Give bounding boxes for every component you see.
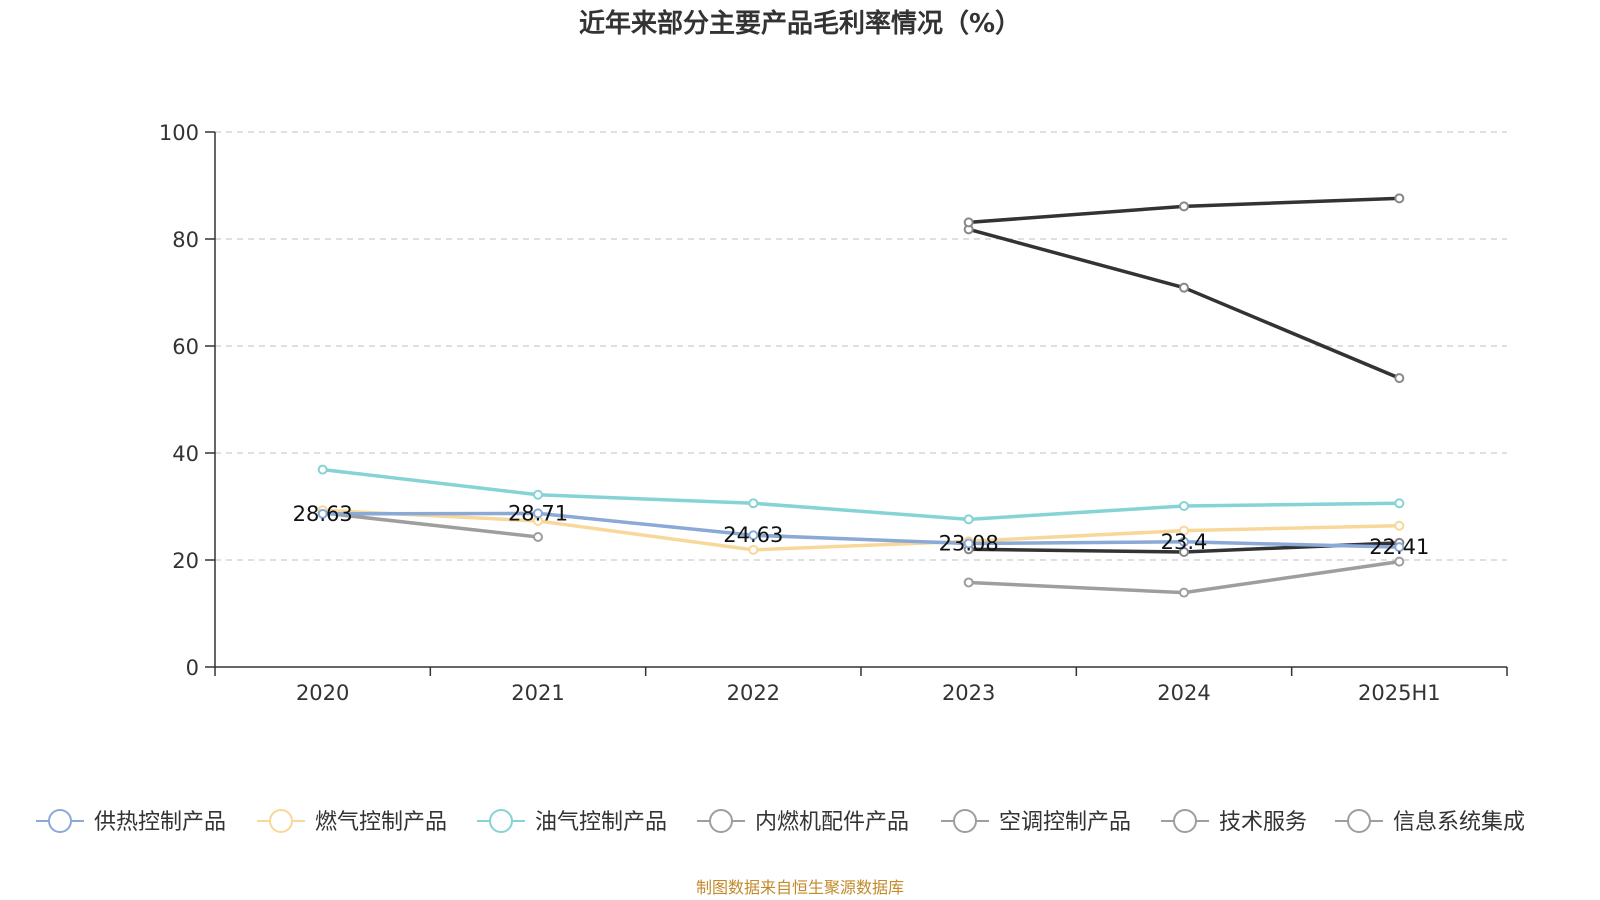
legend-label: 供热控制产品 — [94, 810, 226, 835]
chart-title: 近年来部分主要产品毛利率情况（%） — [579, 8, 1021, 39]
data-point — [1179, 546, 1189, 557]
axes: 0 20 40 60 80 100 2020 2021 2022 2023 2024 2025H1 — [159, 121, 1508, 705]
data-point — [1179, 587, 1189, 598]
series-line — [320, 467, 1402, 522]
data-label: 24.63 — [723, 523, 783, 547]
series-7 — [317, 507, 1405, 598]
data-label: 23.4 — [1161, 530, 1208, 554]
data-label: 28.71 — [508, 501, 568, 525]
x-tick-label: 2022 — [727, 681, 780, 705]
data-point — [317, 464, 328, 475]
legend-item[interactable]: 油气控制产品 — [477, 809, 667, 835]
y-tick-label: 60 — [172, 335, 199, 359]
data-point — [1394, 193, 1405, 204]
legend-marker — [1173, 809, 1197, 833]
data-point — [1394, 498, 1405, 509]
series-6 — [963, 224, 1405, 384]
y-tick-label: 20 — [172, 549, 199, 573]
data-point — [533, 531, 543, 542]
legend-label: 油气控制产品 — [535, 810, 667, 835]
data-point — [1394, 373, 1405, 384]
series-line — [320, 511, 1402, 549]
series-5 — [963, 193, 1405, 228]
data-label: 22.41 — [1369, 535, 1429, 559]
legend-marker — [1347, 809, 1371, 833]
data-point — [1179, 201, 1189, 212]
legend-marker — [489, 809, 513, 833]
series-line — [320, 511, 540, 539]
x-tick-label: 2020 — [296, 681, 349, 705]
data-point — [748, 498, 759, 509]
data-point — [533, 508, 543, 519]
legend-item[interactable]: 技术服务 — [1161, 809, 1307, 835]
y-tick-label: 80 — [172, 228, 199, 252]
data-point — [533, 489, 543, 500]
x-tick-label: 2024 — [1157, 681, 1210, 705]
data-point — [1394, 520, 1405, 531]
data-point — [963, 538, 974, 549]
legend-item[interactable]: 燃气控制产品 — [257, 809, 447, 835]
y-tick-label: 100 — [159, 121, 199, 145]
legend-label: 燃气控制产品 — [315, 810, 447, 835]
legend-label: 信息系统集成 — [1393, 810, 1525, 835]
data-point — [1179, 536, 1189, 547]
legend-marker — [709, 809, 733, 833]
data-label: 28.63 — [293, 502, 353, 526]
data-point — [963, 514, 974, 525]
data-point — [963, 217, 974, 228]
series-1 — [317, 508, 1405, 553]
legend-item[interactable]: 信息系统集成 — [1335, 809, 1525, 835]
data-point — [748, 530, 759, 541]
legend[interactable]: 供热控制产品 燃气控制产品 油气控制产品 内燃机配件产品 空调控制产品 技术服务 信息系统集… — [36, 809, 1525, 835]
x-tick-label: 2025H1 — [1358, 681, 1441, 705]
legend-marker — [953, 809, 977, 833]
data-labels: 28.63 28.71 24.63 23.08 23.4 22.41 — [293, 501, 1430, 559]
data-point — [1179, 500, 1189, 511]
series-3 — [317, 464, 1405, 525]
data-point — [1179, 282, 1189, 293]
legend-marker — [48, 809, 72, 833]
series-lines — [317, 193, 1405, 598]
series-line — [966, 227, 1402, 380]
data-label: 23.08 — [939, 532, 999, 556]
legend-item[interactable]: 内燃机配件产品 — [697, 809, 909, 835]
legend-label: 内燃机配件产品 — [755, 810, 909, 835]
legend-label: 空调控制产品 — [999, 810, 1131, 835]
legend-item[interactable]: 供热控制产品 — [36, 809, 226, 835]
legend-label: 技术服务 — [1219, 810, 1307, 835]
data-point — [748, 544, 759, 555]
data-point — [317, 508, 328, 519]
grid-lines — [215, 131, 1507, 561]
series-line — [320, 508, 1402, 552]
data-point — [1179, 525, 1189, 536]
y-tick-label: 40 — [172, 442, 199, 466]
y-tick-label: 0 — [186, 656, 199, 680]
legend-item[interactable]: 空调控制产品 — [941, 809, 1131, 835]
x-tick-label: 2021 — [511, 681, 564, 705]
data-point — [1394, 542, 1405, 553]
data-point — [1394, 556, 1405, 567]
data-point — [963, 577, 974, 588]
source-note: 制图数据来自恒生聚源数据库 — [696, 878, 904, 897]
legend-marker — [269, 809, 293, 833]
x-tick-label: 2023 — [942, 681, 995, 705]
